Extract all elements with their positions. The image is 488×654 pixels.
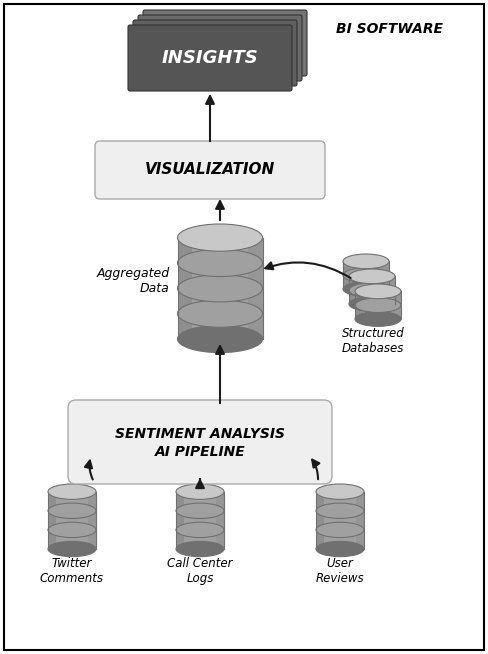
Ellipse shape — [349, 283, 395, 298]
Bar — [349, 277, 357, 304]
Ellipse shape — [316, 522, 364, 538]
FancyBboxPatch shape — [4, 4, 484, 650]
Bar — [355, 292, 401, 319]
FancyBboxPatch shape — [143, 10, 307, 76]
Ellipse shape — [343, 282, 389, 296]
Ellipse shape — [355, 284, 401, 299]
Bar — [316, 492, 325, 549]
Ellipse shape — [316, 503, 364, 519]
Ellipse shape — [178, 275, 263, 302]
Text: SENTIMENT ANALYSIS: SENTIMENT ANALYSIS — [115, 427, 285, 441]
Bar — [176, 492, 184, 549]
FancyBboxPatch shape — [68, 400, 332, 484]
Bar — [381, 262, 389, 289]
Ellipse shape — [316, 542, 364, 557]
Ellipse shape — [178, 300, 263, 327]
Bar — [343, 262, 351, 289]
Bar — [316, 492, 364, 549]
Bar — [48, 492, 57, 549]
Ellipse shape — [178, 326, 263, 353]
Ellipse shape — [176, 503, 224, 519]
FancyBboxPatch shape — [138, 15, 302, 81]
Text: Twitter
Comments: Twitter Comments — [40, 557, 104, 585]
Text: BI SOFTWARE: BI SOFTWARE — [337, 22, 444, 36]
Bar — [88, 492, 96, 549]
FancyBboxPatch shape — [128, 25, 292, 91]
FancyBboxPatch shape — [133, 20, 297, 86]
Bar — [349, 277, 395, 304]
Bar — [356, 492, 364, 549]
Bar — [393, 292, 401, 319]
Ellipse shape — [178, 249, 263, 277]
Ellipse shape — [176, 484, 224, 500]
Ellipse shape — [48, 522, 96, 538]
Text: Structured
Databases: Structured Databases — [342, 327, 405, 355]
Ellipse shape — [349, 297, 395, 311]
Text: VISUALIZATION: VISUALIZATION — [145, 162, 275, 177]
FancyBboxPatch shape — [95, 141, 325, 199]
Bar — [176, 492, 224, 549]
Ellipse shape — [48, 542, 96, 557]
Ellipse shape — [48, 503, 96, 519]
Ellipse shape — [176, 542, 224, 557]
Bar — [178, 237, 263, 339]
Ellipse shape — [355, 312, 401, 326]
Ellipse shape — [349, 269, 395, 284]
Text: User
Reviews: User Reviews — [316, 557, 365, 585]
Bar — [355, 292, 363, 319]
Ellipse shape — [343, 254, 389, 269]
Text: Call Center
Logs: Call Center Logs — [167, 557, 233, 585]
Bar — [247, 237, 263, 339]
Bar — [343, 262, 389, 289]
Bar — [178, 237, 192, 339]
Ellipse shape — [176, 522, 224, 538]
Bar — [48, 492, 96, 549]
Text: Aggregated
Data: Aggregated Data — [96, 267, 169, 296]
Ellipse shape — [48, 484, 96, 500]
Text: INSIGHTS: INSIGHTS — [162, 49, 258, 67]
Ellipse shape — [316, 484, 364, 500]
Ellipse shape — [178, 224, 263, 251]
Ellipse shape — [343, 268, 389, 283]
Ellipse shape — [355, 298, 401, 313]
Bar — [387, 277, 395, 304]
Text: AI PIPELINE: AI PIPELINE — [155, 445, 245, 459]
Bar — [216, 492, 224, 549]
